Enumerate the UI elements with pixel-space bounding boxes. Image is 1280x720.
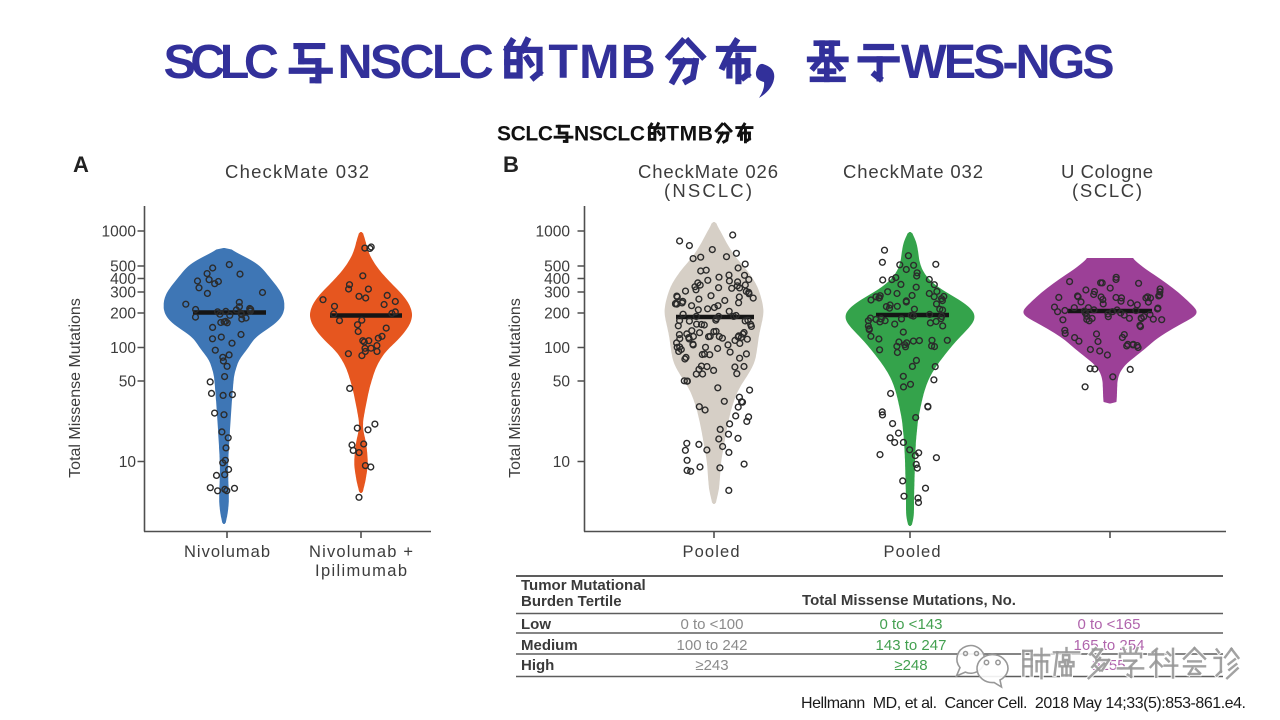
svg-text:500: 500: [544, 259, 570, 276]
svg-text:Low: Low: [521, 616, 551, 633]
svg-text:Tumor Mutational: Tumor Mutational: [521, 577, 646, 594]
svg-text:TMB: TMB: [548, 35, 655, 89]
svg-text:400: 400: [544, 271, 570, 288]
svg-text:Ipilimumab: Ipilimumab: [315, 562, 407, 580]
svg-text:Pooled: Pooled: [683, 543, 740, 561]
svg-text:TMB: TMB: [666, 123, 713, 146]
svg-text:500: 500: [110, 259, 136, 276]
svg-text:0 to <100: 0 to <100: [681, 616, 744, 633]
svg-text:(NSCLC): (NSCLC): [664, 180, 752, 201]
svg-text:A: A: [73, 152, 89, 177]
svg-text:(SCLC): (SCLC): [1072, 180, 1142, 201]
svg-text:NSCLC: NSCLC: [574, 123, 645, 146]
svg-text:143 to 247: 143 to 247: [876, 637, 947, 654]
svg-text:1000: 1000: [536, 224, 571, 241]
svg-text:Burden Tertile: Burden Tertile: [521, 593, 622, 610]
svg-text:0 to <143: 0 to <143: [880, 616, 943, 633]
svg-text:WES-NGS: WES-NGS: [901, 35, 1115, 89]
svg-text:50: 50: [119, 374, 137, 391]
svg-text:Hellmann MD, et al. Cancer C: Hellmann MD, et al. Cancer Cell. 2018 Ma…: [801, 695, 1246, 712]
svg-text:10: 10: [553, 454, 571, 471]
svg-text:High: High: [521, 657, 554, 674]
svg-text:SCLC: SCLC: [164, 35, 279, 89]
svg-text:NSCLC: NSCLC: [338, 35, 494, 89]
svg-text:CheckMate 032: CheckMate 032: [843, 161, 983, 182]
svg-text:Total Missense Mutations: Total Missense Mutations: [67, 298, 84, 478]
svg-text:1000: 1000: [102, 224, 137, 241]
svg-text:B: B: [503, 152, 519, 177]
svg-text:Total Missense Mutations: Total Missense Mutations: [507, 298, 524, 478]
svg-text:≥243: ≥243: [695, 657, 728, 674]
svg-text:100: 100: [544, 340, 570, 357]
svg-text:100 to 242: 100 to 242: [677, 637, 748, 654]
svg-text:100: 100: [110, 340, 136, 357]
svg-text:≥248: ≥248: [894, 657, 927, 674]
svg-text:Nivolumab +: Nivolumab +: [309, 543, 413, 561]
svg-text:300: 300: [544, 285, 570, 302]
svg-text:CheckMate 026: CheckMate 026: [638, 161, 778, 182]
svg-text:Total Missense Mutations, No.: Total Missense Mutations, No.: [802, 592, 1016, 609]
svg-text:Nivolumab: Nivolumab: [184, 543, 270, 561]
svg-text:400: 400: [110, 271, 136, 288]
svg-text:200: 200: [544, 306, 570, 323]
svg-text:0 to <165: 0 to <165: [1078, 616, 1141, 633]
svg-text:CheckMate 032: CheckMate 032: [225, 161, 369, 182]
svg-text:Medium: Medium: [521, 637, 578, 654]
svg-text:50: 50: [553, 374, 571, 391]
svg-text:Pooled: Pooled: [884, 543, 941, 561]
svg-text:SCLC: SCLC: [497, 123, 553, 146]
svg-text:U Cologne: U Cologne: [1061, 161, 1153, 182]
svg-text:300: 300: [110, 285, 136, 302]
svg-text:200: 200: [110, 306, 136, 323]
svg-text:10: 10: [119, 454, 137, 471]
